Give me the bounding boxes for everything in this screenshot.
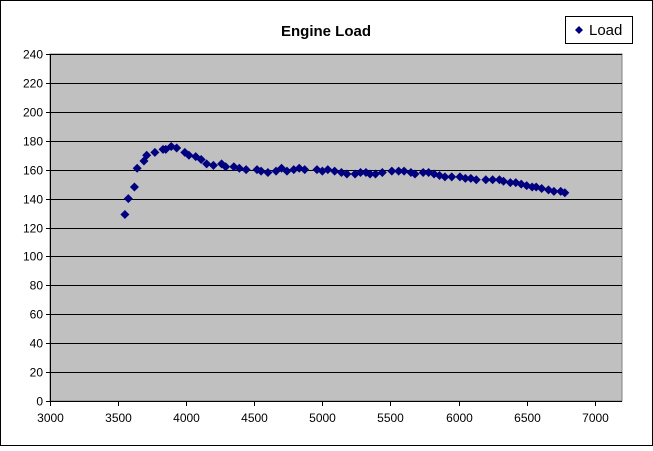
data-point: [150, 147, 160, 157]
y-tick-label: 220: [23, 77, 43, 91]
data-point: [256, 166, 266, 176]
chart-title: Engine Load: [281, 23, 371, 40]
y-tick-label: 40: [30, 337, 44, 351]
data-point: [221, 162, 231, 172]
legend-label: Load: [589, 22, 622, 39]
x-tick-label: 6500: [514, 411, 541, 425]
data-point: [394, 166, 404, 176]
data-point: [300, 165, 310, 175]
data-point: [356, 168, 366, 178]
data-point: [234, 163, 244, 173]
x-tick-label: 4000: [173, 411, 200, 425]
x-tick-label: 3500: [105, 411, 132, 425]
data-point: [323, 165, 333, 175]
data-point: [537, 183, 547, 193]
data-point: [365, 169, 375, 179]
x-tick-label: 5500: [377, 411, 404, 425]
data-point: [370, 169, 380, 179]
data-point: [241, 165, 251, 175]
x-tick-label: 3000: [37, 411, 64, 425]
data-point: [505, 178, 515, 188]
data-point: [377, 168, 387, 178]
y-tick-label: 60: [30, 308, 44, 322]
data-point: [481, 175, 491, 185]
data-point: [132, 163, 142, 173]
data-point: [202, 159, 212, 169]
data-point: [123, 194, 133, 204]
data-point: [342, 169, 352, 179]
x-tick-label: 5000: [309, 411, 336, 425]
y-tick-label: 120: [23, 222, 43, 236]
data-point: [120, 209, 130, 219]
data-point: [447, 172, 457, 182]
data-point: [399, 166, 409, 176]
data-point: [499, 176, 509, 186]
data-point: [410, 169, 420, 179]
y-tick-label: 80: [30, 279, 44, 293]
legend: Load: [565, 16, 633, 44]
y-tick-label: 100: [23, 250, 43, 264]
y-tick-label: 240: [23, 48, 43, 62]
data-point: [418, 168, 428, 178]
data-point: [440, 172, 450, 182]
data-point: [263, 168, 273, 178]
plot-area: [49, 53, 623, 402]
y-tick-label: 160: [23, 164, 43, 178]
y-tick-label: 140: [23, 193, 43, 207]
y-tick-label: 180: [23, 135, 43, 149]
data-point: [282, 166, 292, 176]
data-point: [549, 186, 559, 196]
y-tick-label: 0: [36, 395, 43, 409]
x-tick-label: 7000: [582, 411, 609, 425]
y-tick-label: 20: [30, 366, 44, 380]
data-point: [471, 175, 481, 185]
data-point: [208, 160, 218, 170]
data-point: [172, 143, 182, 153]
data-point: [142, 150, 152, 160]
data-point: [488, 175, 498, 185]
data-point: [560, 188, 570, 198]
x-tick-label: 6000: [446, 411, 473, 425]
data-point: [330, 166, 340, 176]
data-point: [460, 173, 470, 183]
data-point: [387, 166, 397, 176]
y-tick-label: 200: [23, 106, 43, 120]
data-point: [129, 182, 139, 192]
data-point: [184, 150, 194, 160]
x-tick-label: 4500: [241, 411, 268, 425]
data-point: [196, 155, 206, 165]
legend-diamond-icon: [575, 26, 583, 34]
